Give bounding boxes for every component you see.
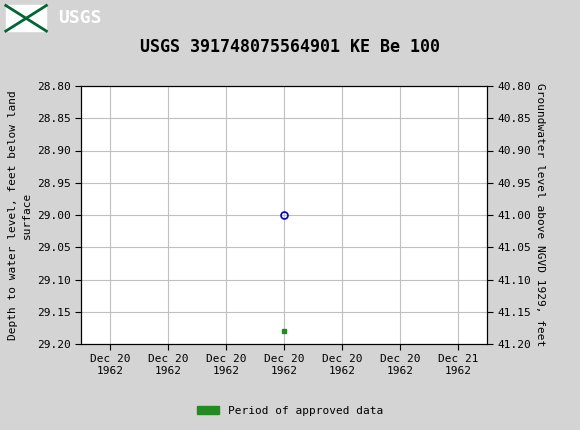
Legend: Period of approved data: Period of approved data — [193, 401, 387, 420]
Y-axis label: Groundwater level above NGVD 1929, feet: Groundwater level above NGVD 1929, feet — [535, 83, 545, 347]
Text: USGS: USGS — [58, 9, 102, 27]
Y-axis label: Depth to water level, feet below land
surface: Depth to water level, feet below land su… — [8, 90, 31, 340]
Text: USGS 391748075564901 KE Be 100: USGS 391748075564901 KE Be 100 — [140, 38, 440, 56]
Bar — [6, 6, 46, 31]
